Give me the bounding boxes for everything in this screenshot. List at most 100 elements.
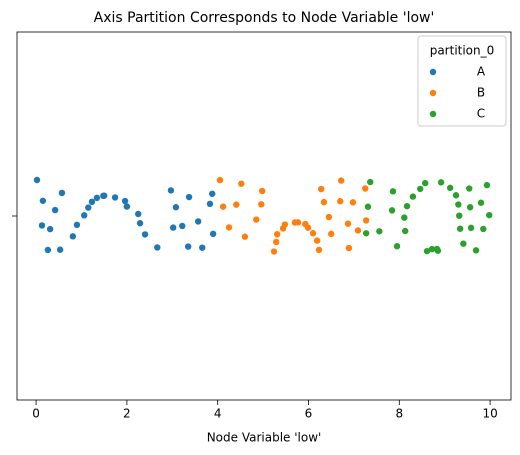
point	[51, 206, 59, 214]
point	[270, 248, 278, 255]
point	[477, 199, 485, 206]
point	[393, 243, 401, 250]
point	[388, 207, 396, 214]
point	[315, 246, 323, 254]
point	[428, 245, 436, 253]
legend-label: C	[477, 107, 485, 121]
point	[80, 212, 88, 219]
point	[233, 201, 240, 208]
point	[421, 179, 429, 187]
point	[480, 225, 487, 233]
point	[364, 203, 372, 210]
point	[362, 185, 369, 192]
point	[93, 194, 101, 202]
point	[483, 181, 491, 189]
point	[141, 231, 149, 238]
point	[179, 222, 186, 230]
point	[320, 198, 328, 206]
point	[199, 244, 206, 251]
point	[345, 244, 353, 252]
point	[452, 192, 460, 199]
point	[206, 200, 214, 208]
legend-label: A	[477, 65, 486, 79]
point	[169, 224, 177, 231]
point	[56, 246, 64, 253]
point	[402, 227, 409, 235]
point	[258, 187, 266, 195]
point	[281, 221, 289, 228]
point	[100, 192, 108, 199]
point	[44, 246, 52, 254]
point	[33, 176, 41, 184]
point	[472, 247, 480, 254]
point	[434, 247, 442, 254]
chart-title: Axis Partition Corresponds to Node Varia…	[94, 10, 435, 26]
point	[337, 177, 345, 184]
point	[354, 227, 362, 234]
point	[344, 220, 352, 227]
point	[437, 179, 445, 186]
point	[167, 187, 175, 194]
point	[88, 198, 96, 206]
point	[362, 217, 370, 224]
point	[46, 225, 54, 233]
point	[69, 233, 77, 240]
point	[73, 221, 81, 229]
point	[466, 185, 473, 192]
point	[456, 212, 463, 219]
point	[401, 214, 408, 221]
point	[58, 189, 66, 197]
point	[184, 243, 192, 250]
point	[209, 230, 217, 238]
point	[460, 240, 467, 247]
point	[466, 204, 474, 211]
point	[121, 197, 129, 205]
point	[39, 197, 47, 204]
legend-label: B	[477, 86, 485, 100]
legend: partition_0 ABC	[417, 35, 507, 127]
point	[337, 198, 344, 205]
x-tick-label: 2	[123, 407, 131, 421]
point	[209, 190, 216, 197]
point	[123, 203, 131, 210]
point	[486, 211, 493, 219]
point	[185, 193, 193, 201]
point	[38, 222, 46, 229]
x-tick-label: 4	[214, 407, 222, 421]
point	[216, 176, 224, 184]
legend-marker	[429, 110, 437, 118]
point	[136, 220, 144, 227]
point	[376, 228, 383, 235]
point	[241, 233, 249, 240]
point	[456, 225, 464, 232]
point	[467, 224, 475, 232]
point	[423, 247, 431, 255]
point	[172, 204, 180, 211]
point	[313, 237, 321, 244]
point	[403, 202, 411, 210]
point	[225, 224, 233, 231]
point	[389, 188, 397, 195]
point	[258, 201, 265, 208]
point	[253, 216, 260, 223]
point	[304, 224, 312, 231]
legend-marker	[429, 89, 437, 97]
point	[238, 180, 245, 187]
point	[325, 213, 333, 221]
point	[416, 185, 424, 193]
legend-marker	[429, 68, 437, 76]
point	[154, 244, 161, 251]
point	[85, 204, 92, 211]
point	[409, 193, 417, 200]
point	[455, 201, 462, 208]
point	[309, 230, 317, 237]
point	[194, 218, 202, 225]
point	[135, 210, 142, 218]
point	[446, 184, 454, 192]
point	[327, 230, 335, 238]
point	[219, 203, 227, 210]
point	[349, 199, 357, 206]
point	[273, 231, 281, 238]
x-tick-label: 8	[395, 407, 403, 421]
